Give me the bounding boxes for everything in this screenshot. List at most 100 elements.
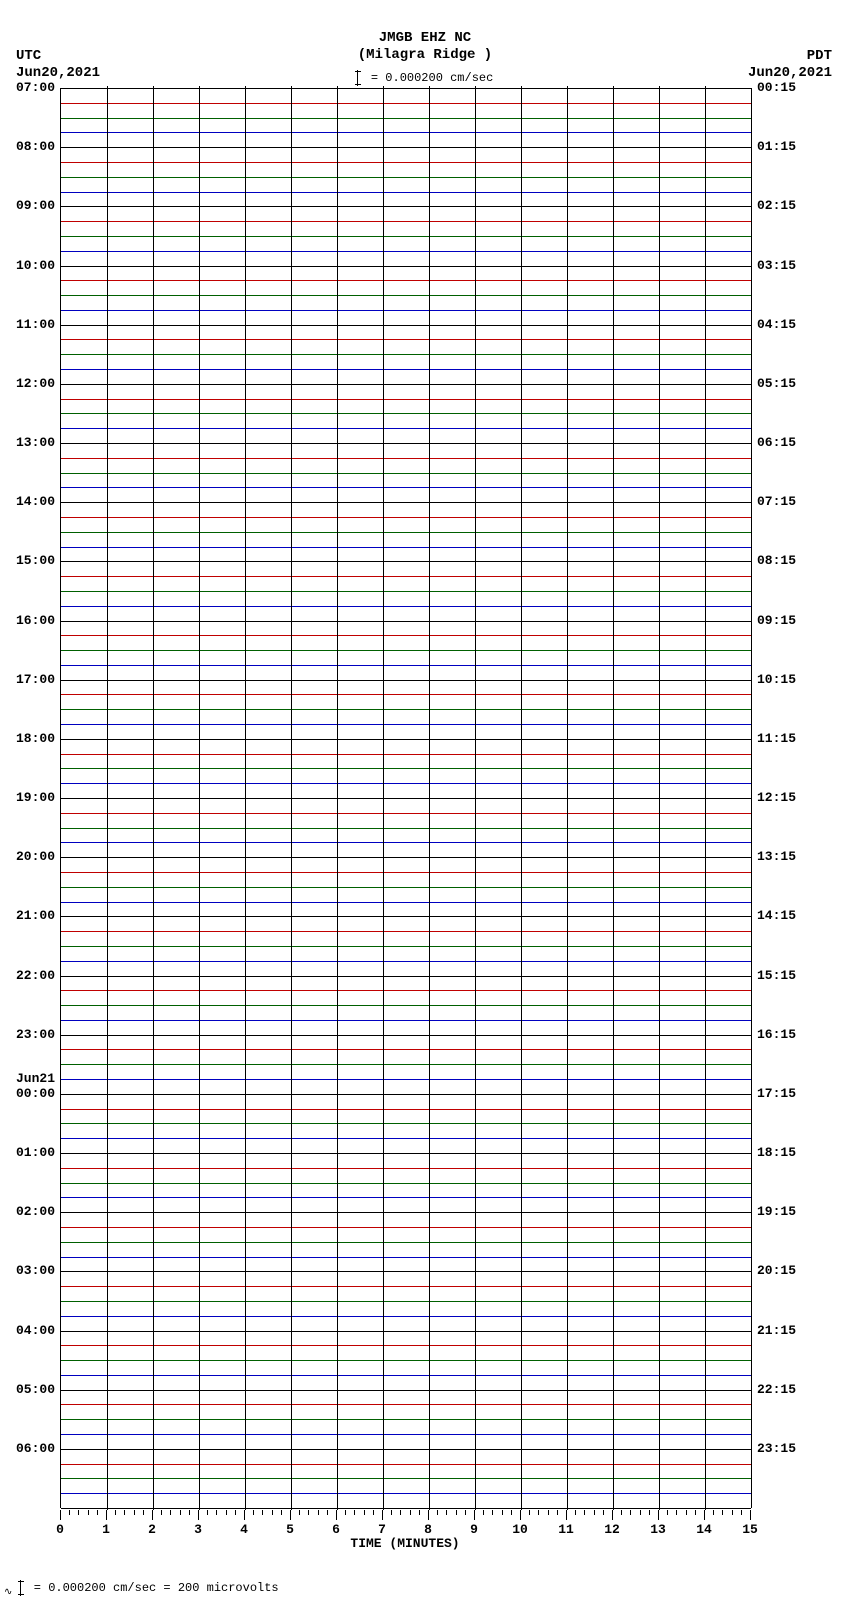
plot-area: 07:0008:0009:0010:0011:0012:0013:0014:00… [60, 88, 752, 1508]
x-tick-major [60, 1510, 61, 1520]
trace-baseline [61, 1375, 751, 1376]
trace-baseline [61, 709, 751, 710]
trace-baseline [61, 1049, 751, 1050]
trace-baseline [61, 502, 751, 503]
x-tick-minor [400, 1510, 401, 1515]
utc-time-label: 01:00 [16, 1145, 55, 1160]
pdt-time-label: 10:15 [757, 672, 796, 687]
utc-time-label: 03:00 [16, 1263, 55, 1278]
trace-baseline [61, 606, 751, 607]
x-tick-minor [69, 1510, 70, 1515]
x-tick-minor [621, 1510, 622, 1515]
x-tick-label: 6 [332, 1522, 340, 1537]
trace-baseline [61, 1419, 751, 1420]
utc-time-label: 04:00 [16, 1323, 55, 1338]
scale-label: = 0.000200 cm/sec [371, 71, 493, 85]
x-tick-label: 12 [604, 1522, 620, 1537]
right-timezone-block: PDT Jun20,2021 [748, 48, 832, 82]
trace-baseline [61, 1183, 751, 1184]
footer-scale: ∿ = 0.000200 cm/sec = 200 microvolts [4, 1580, 279, 1599]
trace-baseline [61, 547, 751, 548]
x-tick-label: 2 [148, 1522, 156, 1537]
trace-baseline [61, 103, 751, 104]
right-tz: PDT [748, 48, 832, 65]
x-tick-minor [216, 1510, 217, 1515]
trace-baseline [61, 147, 751, 148]
pdt-time-label: 03:15 [757, 258, 796, 273]
x-tick-minor [78, 1510, 79, 1515]
trace-baseline [61, 694, 751, 695]
x-tick-label: 9 [470, 1522, 478, 1537]
x-tick-minor [686, 1510, 687, 1515]
utc-time-label: 16:00 [16, 613, 55, 628]
utc-time-label: 07:00 [16, 80, 55, 95]
trace-baseline [61, 1493, 751, 1494]
left-timezone-block: UTC Jun20,2021 [16, 48, 100, 82]
trace-baseline [61, 828, 751, 829]
pdt-time-label: 16:15 [757, 1027, 796, 1042]
x-axis-title: TIME (MINUTES) [60, 1536, 750, 1551]
pdt-time-label: 21:15 [757, 1323, 796, 1338]
x-tick-minor [483, 1510, 484, 1515]
x-tick-label: 11 [558, 1522, 574, 1537]
trace-baseline [61, 976, 751, 977]
x-tick-label: 1 [102, 1522, 110, 1537]
chart-header: JMGB EHZ NC (Milagra Ridge ) = 0.000200 … [0, 0, 850, 86]
x-tick-minor [548, 1510, 549, 1515]
utc-time-label: 20:00 [16, 849, 55, 864]
title-line-2: (Milagra Ridge ) [0, 47, 850, 64]
utc-time-label: Jun21 [16, 1071, 55, 1086]
grid-vertical [429, 86, 430, 1510]
trace-baseline [61, 591, 751, 592]
x-tick-minor [529, 1510, 530, 1515]
x-tick-minor [456, 1510, 457, 1515]
trace-baseline [61, 132, 751, 133]
trace-baseline [61, 635, 751, 636]
x-tick-label: 10 [512, 1522, 528, 1537]
x-tick-major [612, 1510, 613, 1520]
x-tick-minor [575, 1510, 576, 1515]
utc-time-label: 23:00 [16, 1027, 55, 1042]
grid-vertical [475, 86, 476, 1510]
pdt-time-label: 20:15 [757, 1263, 796, 1278]
trace-baseline [61, 295, 751, 296]
trace-baseline [61, 236, 751, 237]
x-tick-minor [419, 1510, 420, 1515]
pdt-time-label: 08:15 [757, 553, 796, 568]
trace-baseline [61, 621, 751, 622]
x-tick-major [520, 1510, 521, 1520]
x-tick-minor [253, 1510, 254, 1515]
grid-vertical [613, 86, 614, 1510]
utc-time-label: 19:00 [16, 790, 55, 805]
trace-baseline [61, 1449, 751, 1450]
trace-baseline [61, 221, 751, 222]
utc-time-label: 10:00 [16, 258, 55, 273]
x-tick-minor [345, 1510, 346, 1515]
trace-baseline [61, 1227, 751, 1228]
utc-time-label: 18:00 [16, 731, 55, 746]
trace-baseline [61, 665, 751, 666]
x-tick-minor [502, 1510, 503, 1515]
trace-baseline [61, 724, 751, 725]
trace-baseline [61, 266, 751, 267]
x-tick-label: 0 [56, 1522, 64, 1537]
grid-vertical [245, 86, 246, 1510]
trace-baseline [61, 916, 751, 917]
trace-baseline [61, 902, 751, 903]
x-tick-minor [170, 1510, 171, 1515]
x-tick-minor [180, 1510, 181, 1515]
trace-baseline [61, 517, 751, 518]
x-tick-major [704, 1510, 705, 1520]
trace-baseline [61, 561, 751, 562]
x-tick-label: 14 [696, 1522, 712, 1537]
pdt-time-label: 11:15 [757, 731, 796, 746]
pdt-time-label: 04:15 [757, 317, 796, 332]
trace-baseline [61, 1404, 751, 1405]
pdt-time-label: 00:15 [757, 80, 796, 95]
grid-vertical [337, 86, 338, 1510]
x-tick-label: 3 [194, 1522, 202, 1537]
trace-baseline [61, 1390, 751, 1391]
x-tick-major [658, 1510, 659, 1520]
utc-time-label: 15:00 [16, 553, 55, 568]
x-tick-label: 4 [240, 1522, 248, 1537]
